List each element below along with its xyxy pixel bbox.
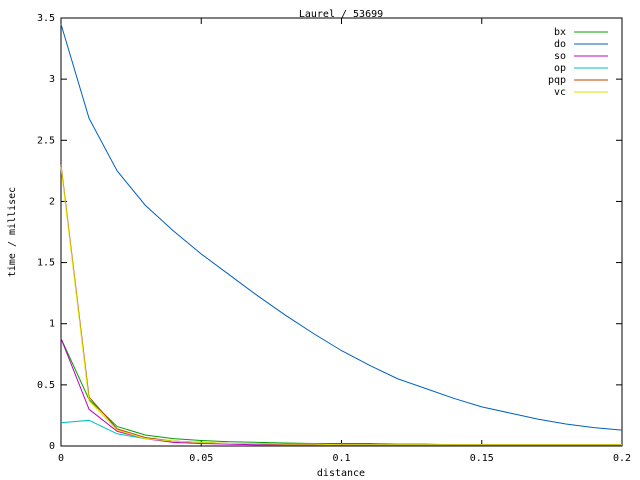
series-line (60, 164, 622, 446)
y-tick-label: 0.5 (37, 380, 55, 391)
y-tick-label: 2.5 (37, 135, 55, 146)
legend-label: so (554, 51, 566, 62)
x-tick-label: 0.15 (470, 453, 494, 464)
y-tick-label: 1.5 (37, 258, 55, 269)
series-line (60, 23, 623, 431)
legend-label: op (554, 63, 566, 74)
x-axis-label: distance (317, 468, 365, 479)
legend-label: bx (554, 27, 566, 38)
legend-label: vc (554, 87, 566, 98)
series-line (60, 338, 622, 446)
chart-title: Laurel / 53699 (299, 9, 383, 20)
y-tick-label: 1 (49, 319, 55, 330)
x-tick-label: 0.1 (332, 453, 350, 464)
legend-label: pqp (548, 75, 566, 86)
y-tick-label: 3.5 (37, 13, 55, 24)
y-tick-label: 0 (49, 441, 55, 452)
legend-label: do (554, 39, 566, 50)
y-axis-label: time / millisec (7, 187, 18, 277)
series-line (60, 338, 622, 446)
x-tick-label: 0 (58, 453, 64, 464)
x-tick-label: 0.05 (189, 453, 213, 464)
plot-frame (60, 17, 623, 447)
series-line (60, 167, 622, 446)
y-tick-label: 3 (49, 74, 55, 85)
y-tick-label: 2 (49, 196, 55, 207)
x-tick-label: 0.2 (613, 453, 631, 464)
